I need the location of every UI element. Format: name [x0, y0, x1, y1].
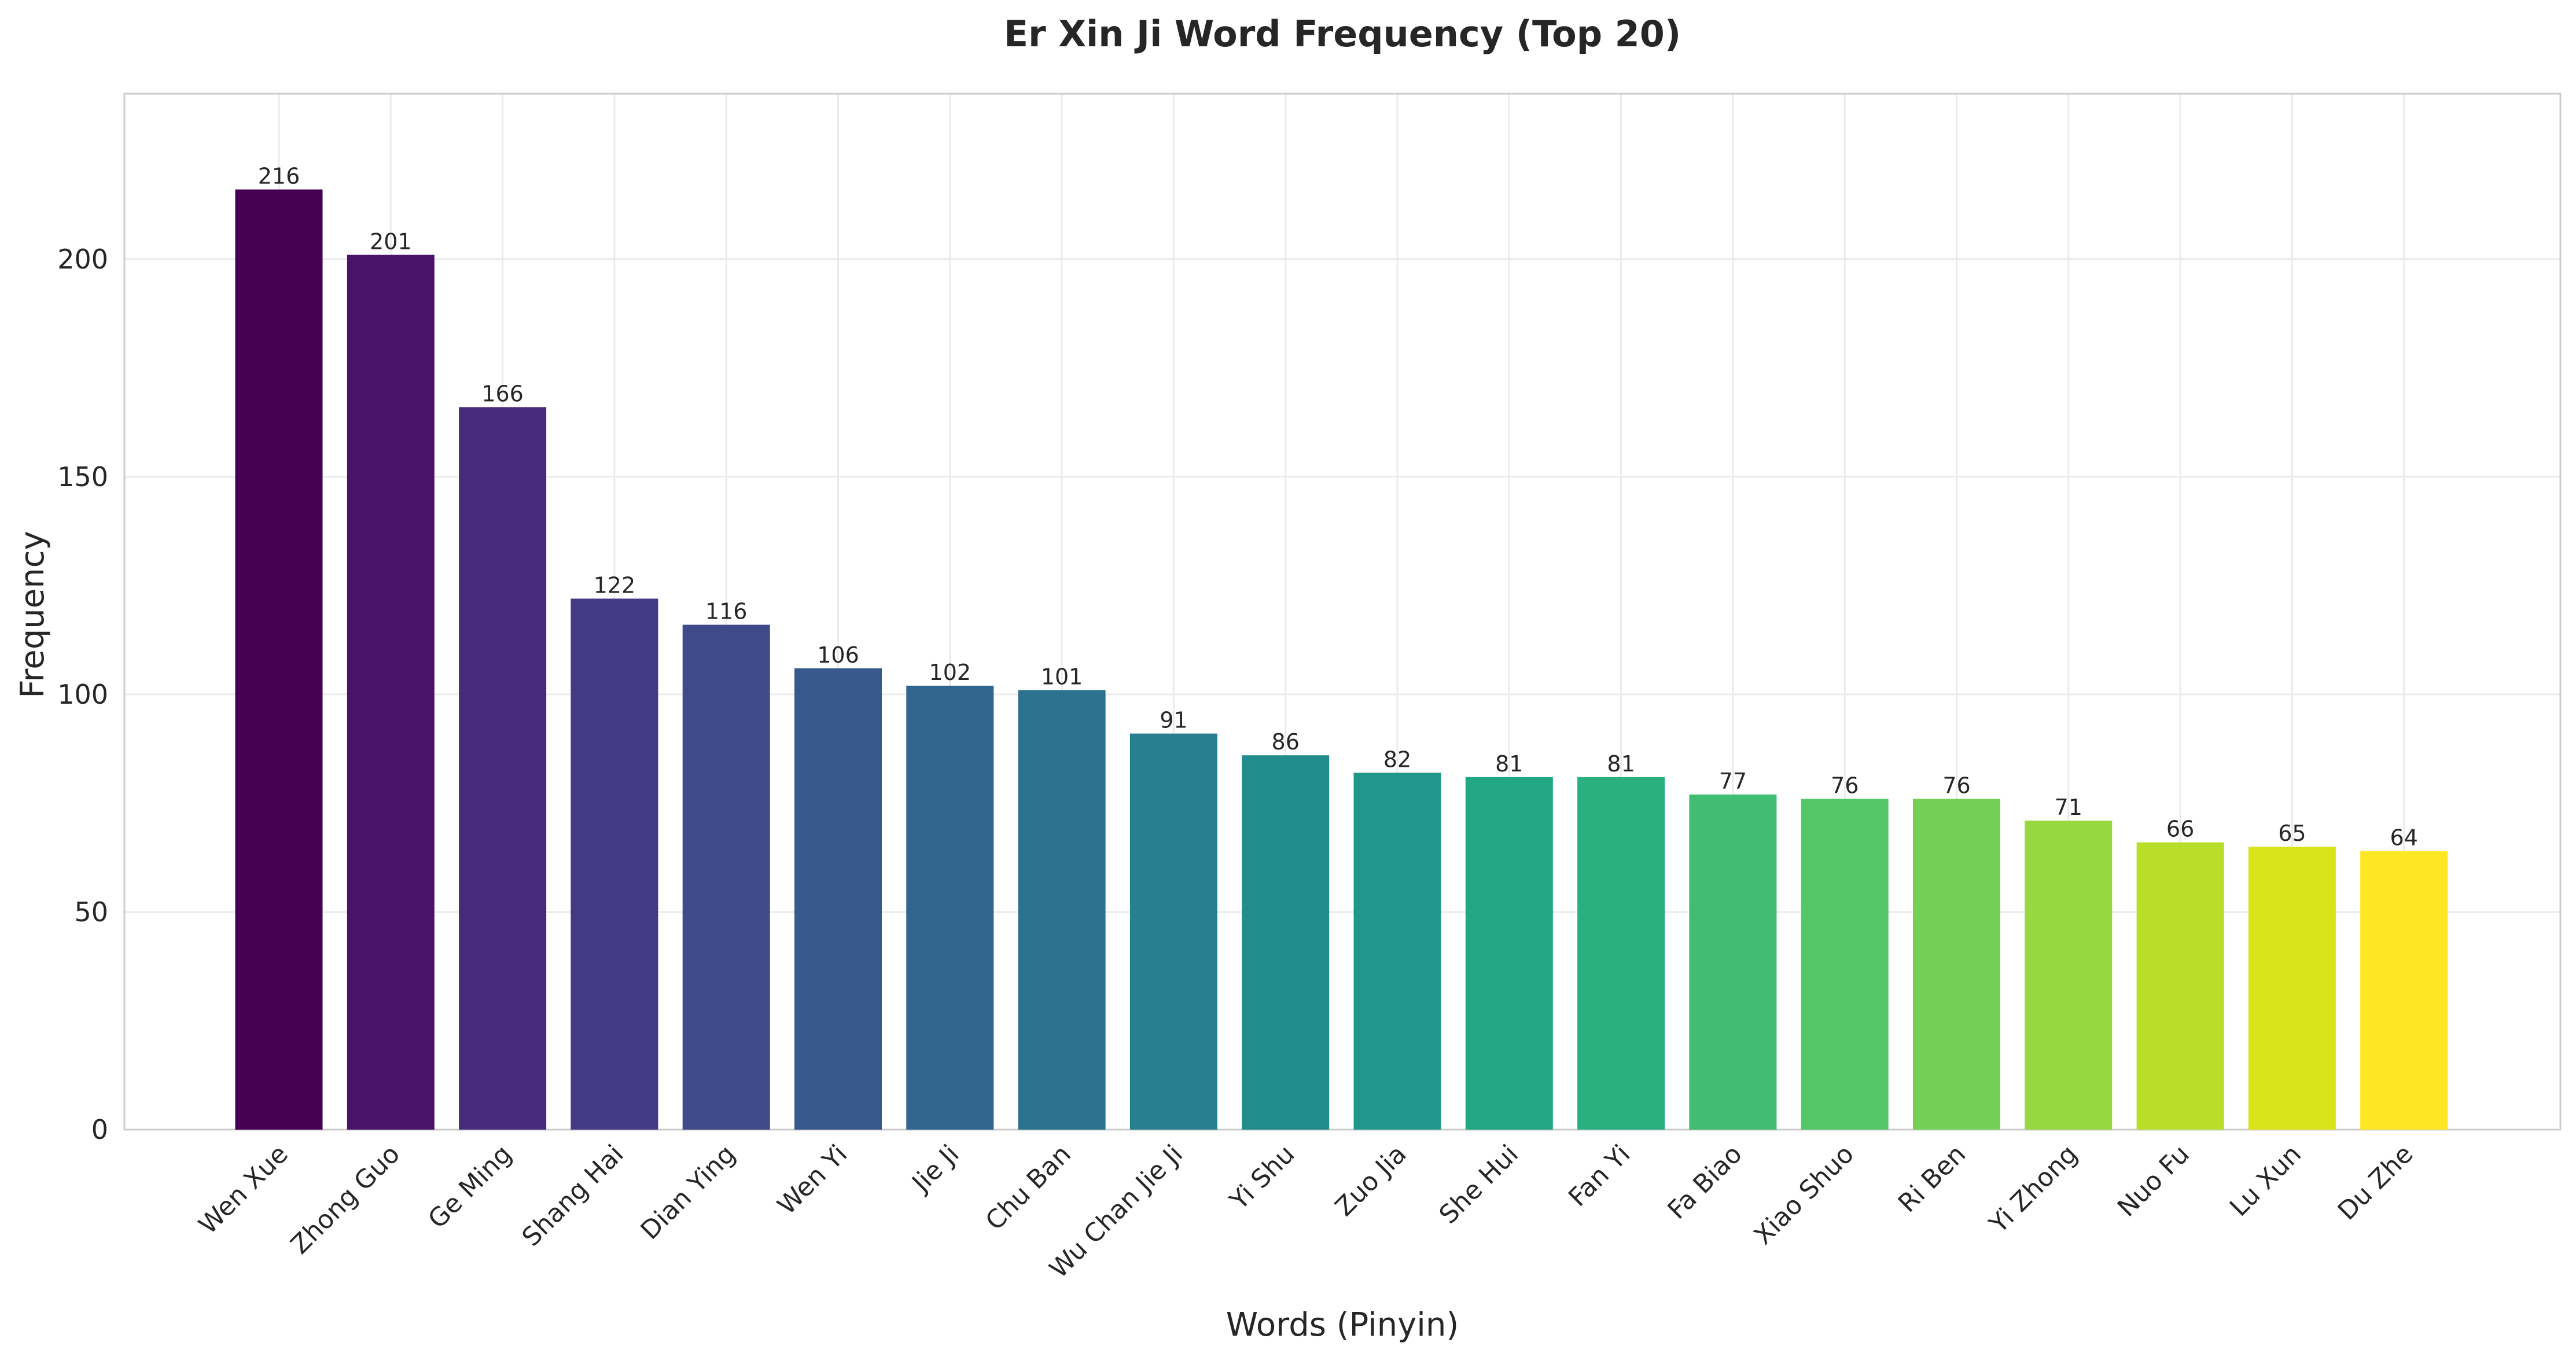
bar — [2136, 842, 2224, 1130]
y-tick-label: 150 — [57, 461, 108, 492]
bar — [2025, 821, 2113, 1130]
bar-value-label: 76 — [1831, 773, 1859, 798]
bar-value-label: 86 — [1272, 729, 1300, 755]
bar-value-label: 65 — [2278, 821, 2306, 846]
bar — [1018, 690, 1106, 1130]
chart-title: Er Xin Ji Word Frequency (Top 20) — [1004, 13, 1681, 55]
bar — [1913, 799, 2000, 1130]
bar — [906, 685, 994, 1130]
bar — [682, 624, 770, 1130]
bar-value-label: 166 — [481, 381, 524, 407]
bar — [1801, 799, 1889, 1130]
bar-value-label: 101 — [1041, 664, 1083, 689]
bar — [347, 255, 435, 1130]
bar — [459, 407, 547, 1130]
bar-value-label: 106 — [817, 642, 859, 668]
plot-frame — [123, 93, 2562, 1131]
bar-value-label: 81 — [1495, 751, 1523, 777]
bar — [1577, 777, 1665, 1130]
bar-value-label: 64 — [2390, 825, 2418, 851]
bar — [2360, 851, 2448, 1130]
bar-value-label: 66 — [2166, 817, 2194, 842]
bar-value-label: 81 — [1607, 751, 1635, 777]
x-axis-label: Words (Pinyin) — [1226, 1306, 1459, 1344]
bar-value-label: 116 — [705, 599, 748, 624]
bar-value-label: 71 — [2055, 795, 2082, 820]
bar — [1689, 794, 1777, 1130]
bar — [571, 598, 658, 1130]
bar — [2248, 847, 2336, 1130]
y-axis-label: Frequency — [14, 531, 51, 698]
bar — [1129, 733, 1217, 1130]
value-labels: 216 201 166 122 116 106 102 101 91 86 82 81 81 77 76 76… — [258, 163, 2418, 850]
bar — [1353, 773, 1441, 1130]
y-axis-ticks: 0 50 100 150 200 — [57, 244, 108, 1145]
bar — [794, 668, 882, 1130]
bar-value-label: 76 — [1942, 773, 1970, 798]
y-tick-label: 50 — [74, 896, 108, 928]
bar-value-label: 77 — [1719, 769, 1747, 794]
bar-value-label: 122 — [594, 572, 636, 598]
bar-value-label: 201 — [370, 229, 412, 254]
bar-value-label: 216 — [258, 163, 300, 189]
y-tick-label: 100 — [57, 679, 108, 710]
bar-value-label: 82 — [1383, 747, 1411, 772]
bars — [235, 189, 2448, 1130]
y-tick-label: 0 — [91, 1114, 108, 1145]
bar — [1242, 755, 1330, 1130]
bar-value-label: 91 — [1160, 708, 1187, 733]
bar-value-label: 102 — [929, 660, 971, 685]
y-tick-label: 200 — [57, 244, 108, 275]
bar — [1465, 777, 1553, 1130]
bar — [235, 189, 323, 1130]
